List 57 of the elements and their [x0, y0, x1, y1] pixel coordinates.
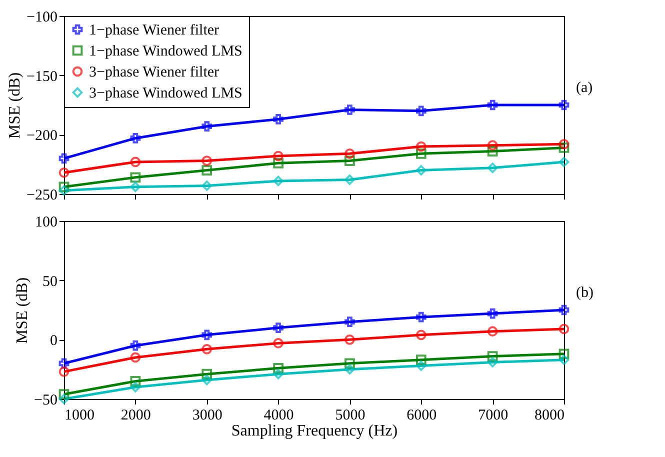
point [273, 158, 284, 168]
point [58, 185, 70, 196]
point [487, 146, 498, 156]
y-tick-label: 100 [35, 214, 58, 230]
point [416, 141, 426, 152]
x-tick-label: 3000 [192, 408, 222, 424]
legend-label: 3−phase Wiener filter [89, 64, 220, 80]
point [487, 100, 498, 110]
point [58, 182, 70, 192]
x-tick-label: 6000 [406, 408, 437, 424]
y-tick-label: 0 [50, 333, 58, 350]
x-tick-label: 4000 [264, 408, 294, 424]
point [558, 138, 570, 150]
point [344, 148, 355, 159]
y-tick-label: −150 [26, 68, 58, 85]
point [130, 182, 141, 192]
point [416, 165, 426, 176]
point [344, 156, 355, 166]
point [202, 121, 212, 132]
point [558, 142, 570, 153]
y-axis-title: MSE (dB) [6, 72, 24, 139]
point [273, 150, 284, 162]
y-tick-label: −250 [26, 188, 58, 204]
point [202, 165, 212, 176]
point [416, 148, 426, 159]
text: (a) [576, 80, 593, 96]
y-tick-label: −50 [34, 392, 58, 408]
x-tick-label: 8000 [534, 408, 564, 424]
point [487, 140, 498, 151]
legend-label: 3−phase Windowed LMS [89, 86, 242, 102]
point [130, 156, 141, 168]
point [344, 174, 355, 185]
point [130, 172, 141, 183]
point [273, 176, 284, 186]
point [558, 100, 570, 110]
point [58, 167, 70, 178]
point [487, 162, 498, 174]
y-tick-label: −100 [26, 10, 58, 26]
point [416, 106, 426, 116]
x-tick-label: 5000 [335, 408, 366, 424]
point [202, 180, 212, 191]
point [58, 153, 70, 164]
x-tick-label: 7000 [478, 408, 508, 424]
point [202, 156, 212, 166]
legend-label: 1−phase Wiener filter [89, 22, 220, 38]
x-tick-label: 2000 [120, 408, 151, 424]
point [344, 104, 355, 115]
point [130, 133, 141, 144]
y-tick-label: −200 [26, 128, 58, 144]
x-axis-title: Sampling Frequency (Hz) [231, 422, 398, 440]
text: (b) [576, 285, 594, 302]
x-tick-label: 1000 [64, 408, 94, 424]
y-axis-title: MSE (dB) [14, 277, 32, 344]
point [273, 114, 284, 124]
point [558, 156, 570, 168]
legend-label: 1−phase Windowed LMS [89, 44, 242, 60]
y-tick-label: 50 [42, 274, 58, 290]
